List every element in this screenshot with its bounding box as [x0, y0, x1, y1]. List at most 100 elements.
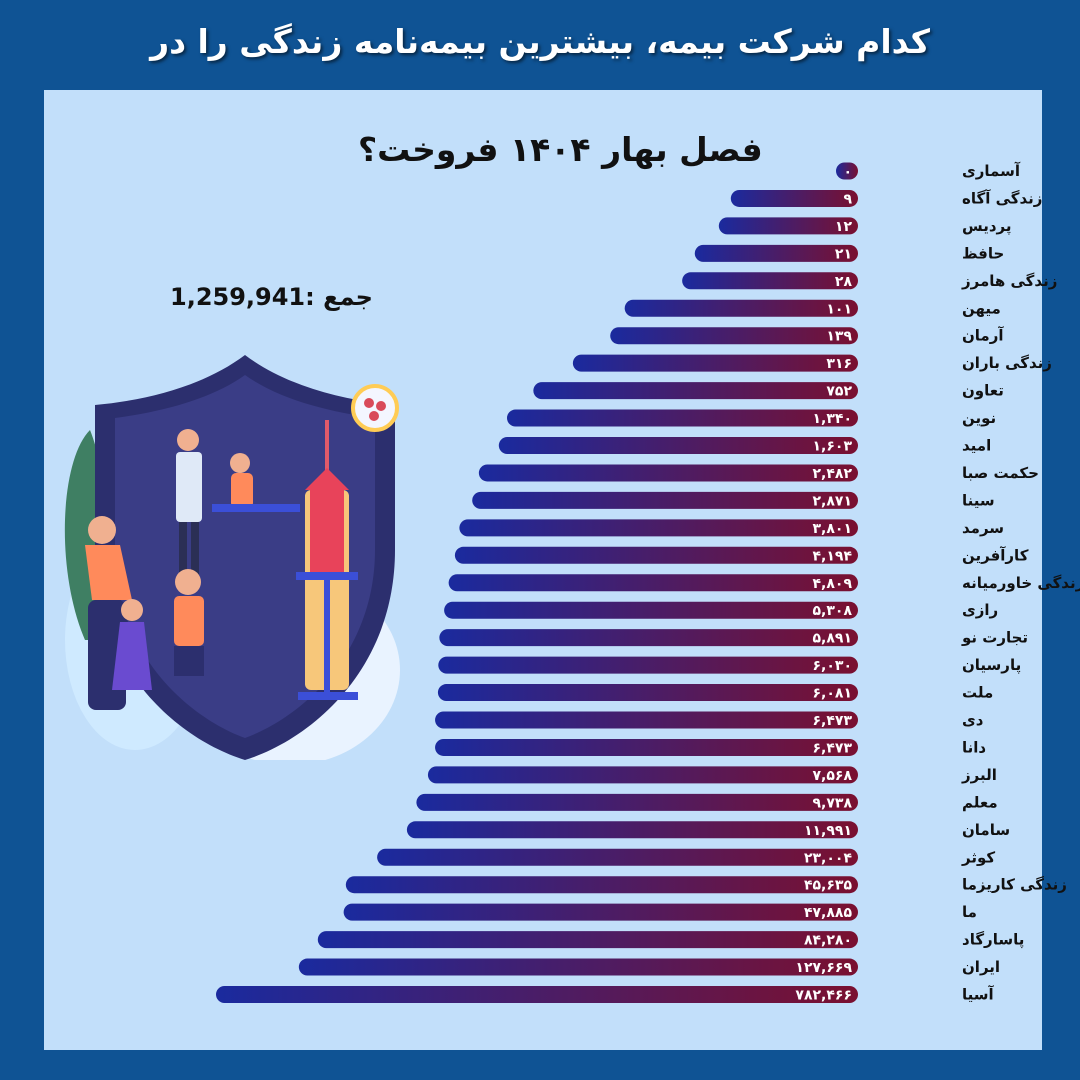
- category-label: ایران: [962, 958, 1000, 976]
- bar-value-label: ۳۱۶: [826, 356, 852, 372]
- bar-value-label: ۲,۴۸۲: [813, 466, 853, 482]
- category-label: نوین: [962, 409, 996, 427]
- category-label: ما: [962, 903, 977, 921]
- bar-value-label: ۱۳۹: [826, 329, 852, 345]
- category-label: پارسیان: [962, 656, 1021, 675]
- bar: [682, 272, 858, 290]
- bar: [694, 244, 858, 262]
- bar: [317, 931, 858, 949]
- category-label: پاسارگاد: [962, 931, 1024, 950]
- bar-value-label: ۱۲: [835, 219, 853, 235]
- page-title: کدام شرکت بیمه، بیشترین بیمه‌نامه زندگی …: [150, 22, 930, 61]
- category-label: زندگی آگاه: [962, 189, 1042, 207]
- bar-value-label: ۳,۸۰۱: [813, 521, 853, 537]
- bar: [427, 766, 858, 784]
- bar-value-label: ۵,۸۹۱: [813, 631, 853, 647]
- category-label: امید: [962, 437, 991, 455]
- bar-value-label: ۱,۳۴۰: [813, 411, 853, 427]
- bar: [836, 162, 858, 180]
- bar: [533, 382, 858, 400]
- child-patient-icon: [212, 453, 300, 512]
- bar-value-label: ۹,۷۳۸: [813, 795, 853, 811]
- category-label: دی: [962, 711, 984, 729]
- category-label: ملت: [962, 684, 993, 702]
- bar: [435, 738, 858, 756]
- syringe-icon: [296, 420, 358, 700]
- bar-value-label: ۷۵۲: [826, 384, 852, 400]
- category-label: دانا: [962, 738, 986, 756]
- category-label: کوثر: [961, 848, 995, 866]
- bar: [478, 464, 858, 482]
- bar: [448, 574, 858, 592]
- bar-value-label: ۵,۳۰۸: [813, 603, 853, 619]
- bar: [730, 189, 858, 207]
- bar-value-label: ۱۱,۹۹۱: [804, 823, 852, 839]
- category-label: زندگی کاریزما: [962, 876, 1067, 894]
- bar-value-label: ۱,۶۰۳: [813, 439, 853, 455]
- bar: [377, 848, 858, 866]
- category-label: زندگی خاورمیانه: [962, 574, 1080, 592]
- category-label: آسماری: [962, 162, 1021, 180]
- bar: [438, 656, 858, 674]
- bar-value-label: ۲۱: [835, 246, 852, 262]
- category-label: پردیس: [962, 217, 1012, 236]
- bar: [498, 437, 858, 454]
- bar-value-label: ۱۰۱: [826, 301, 852, 317]
- category-label: زندگی باران: [962, 354, 1052, 372]
- category-label: تجارت نو: [961, 629, 1028, 647]
- category-label: تعاون: [962, 382, 1004, 400]
- bar-value-label: ۴,۱۹۴: [813, 548, 853, 564]
- bar-value-label: ۱۲۷,۶۶۹: [795, 960, 852, 976]
- bar-value-label: ۶,۴۷۳: [813, 713, 853, 729]
- category-label: حکمت صبا: [962, 464, 1039, 482]
- bar: [406, 821, 858, 839]
- bar-value-label: ۶,۰۳۰: [813, 658, 853, 674]
- category-label: کارآفرین: [962, 546, 1029, 564]
- virus-badge-icon: [351, 384, 399, 432]
- bar-value-label: ۲,۸۷۱: [813, 493, 853, 509]
- category-label: معلم: [962, 793, 998, 811]
- bar-value-label: ۸۴,۲۸۰: [804, 933, 852, 949]
- total-label: جمع :1,259,941: [170, 283, 373, 311]
- bar: [459, 519, 858, 537]
- insurance-illustration: [64, 355, 400, 760]
- bar-value-label: ۲۸: [835, 274, 853, 290]
- bar: [506, 409, 858, 427]
- bar: [610, 327, 858, 345]
- category-label: سینا: [962, 491, 995, 509]
- bar: [718, 217, 858, 235]
- bar: [444, 601, 858, 619]
- category-label: البرز: [961, 766, 997, 784]
- bar: [624, 299, 858, 317]
- category-label: رازی: [962, 601, 998, 619]
- family-icon: [85, 516, 204, 710]
- bar: [439, 629, 858, 647]
- bar: [435, 711, 858, 729]
- bar-value-label: ۰: [843, 164, 852, 180]
- bar: [437, 684, 858, 702]
- bar: [416, 793, 858, 811]
- bar: [572, 354, 858, 372]
- category-label: سامان: [962, 821, 1010, 839]
- category-label: سرمد: [962, 519, 1004, 537]
- category-label: میهن: [962, 299, 1001, 317]
- bar-value-label: ۴۵,۶۳۵: [804, 878, 852, 894]
- bar: [216, 986, 858, 1003]
- bar-value-label: ۴,۸۰۹: [813, 576, 853, 592]
- category-label: آسیا: [962, 986, 995, 1004]
- category-label: آرمان: [962, 327, 1004, 345]
- doctor-icon: [176, 429, 202, 582]
- bar-value-label: ۲۳,۰۰۴: [804, 850, 852, 866]
- bar: [472, 491, 858, 509]
- bar-value-label: ۶,۴۷۳: [813, 740, 853, 756]
- bar: [343, 903, 858, 921]
- bar: [298, 958, 858, 976]
- bar-value-label: ۹: [843, 191, 852, 207]
- category-label: زندگی هامرز: [961, 272, 1057, 290]
- bar-value-label: ۷,۵۶۸: [813, 768, 853, 784]
- bar: [345, 876, 858, 894]
- page-subtitle: فصل بهار ۱۴۰۴ فروخت؟: [358, 130, 763, 169]
- category-label: حافظ: [962, 244, 1004, 262]
- bar: [454, 546, 858, 564]
